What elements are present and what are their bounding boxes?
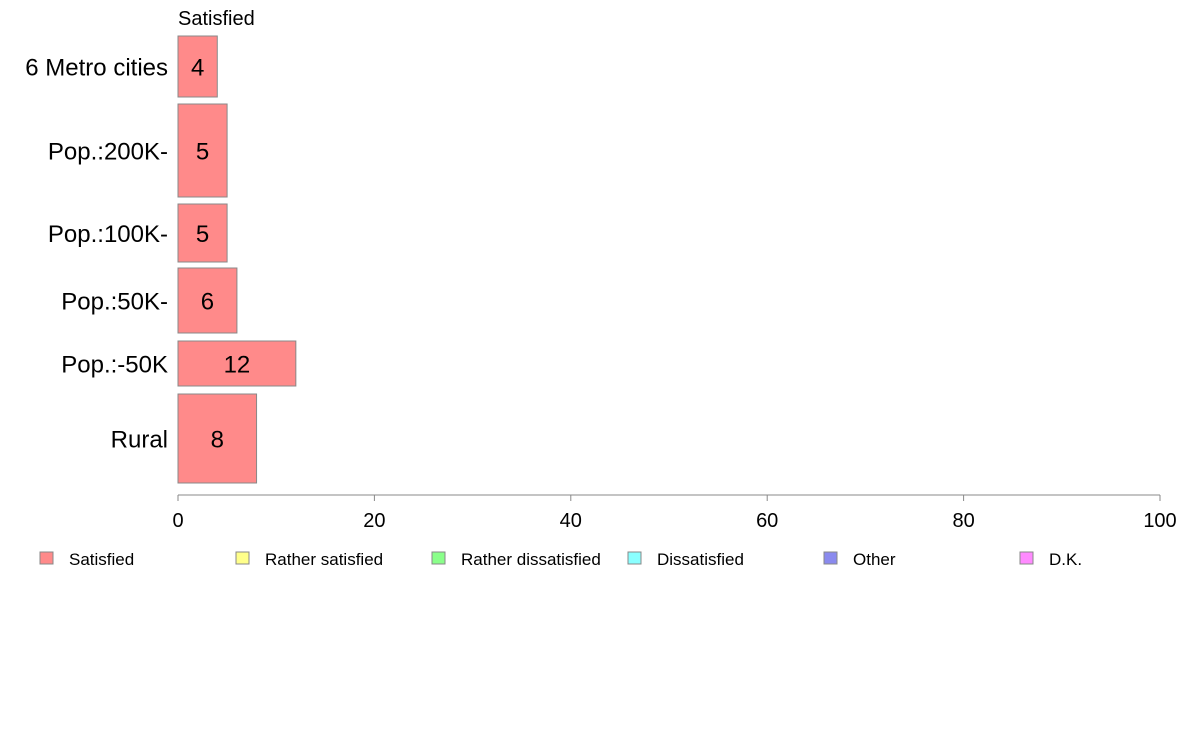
bars: 6 Metro cities 4 Pop.:200K- 5 Pop.:100K- 5 Pop…	[25, 35, 297, 484]
category-label: Pop.:200K-	[48, 139, 168, 166]
legend-swatch	[1019, 551, 1034, 565]
legend-swatch	[823, 551, 838, 565]
bar-value-label: 8	[211, 427, 224, 454]
bar-value-label: 12	[224, 352, 251, 379]
legend-swatch	[235, 551, 250, 565]
category-label: 6 Metro cities	[25, 55, 168, 82]
category-label: Pop.:-50K	[61, 352, 168, 379]
x-tick-label: 20	[363, 510, 385, 532]
bar-segment	[177, 393, 258, 484]
x-tick-label: 40	[560, 510, 582, 532]
legend-swatch	[431, 551, 446, 565]
legend-label: Dissatisfied	[657, 550, 744, 569]
bar-value-label: 4	[191, 55, 204, 82]
legend-label: Rather dissatisfied	[461, 550, 601, 569]
legend: Satisfied Rather satisfied Rather dissatis…	[39, 550, 1082, 569]
legend-label: D.K.	[1049, 550, 1082, 569]
category-label: Rural	[111, 427, 168, 454]
bar-segment	[177, 340, 297, 387]
legend-label: Rather satisfied	[265, 550, 383, 569]
bar-segment	[177, 203, 228, 263]
legend-label: Other	[853, 550, 896, 569]
bar-segment	[177, 267, 238, 334]
series-header: Satisfied	[178, 8, 255, 30]
x-axis: 0 20 40 60 80 100	[172, 494, 1177, 532]
legend-swatch	[627, 551, 642, 565]
x-tick-label: 100	[1143, 510, 1176, 532]
category-label: Pop.:50K-	[61, 289, 168, 316]
bar-value-label: 5	[196, 221, 209, 248]
legend-label: Satisfied	[69, 550, 134, 569]
bar-value-label: 5	[196, 139, 209, 166]
category-label: Pop.:100K-	[48, 221, 168, 248]
x-tick-label: 60	[756, 510, 778, 532]
bar-segment	[177, 35, 218, 98]
legend-swatch	[39, 551, 54, 565]
x-tick-label: 0	[172, 510, 183, 532]
bar-value-label: 6	[201, 289, 214, 316]
x-tick-label: 80	[952, 510, 974, 532]
bar-segment	[177, 103, 228, 198]
